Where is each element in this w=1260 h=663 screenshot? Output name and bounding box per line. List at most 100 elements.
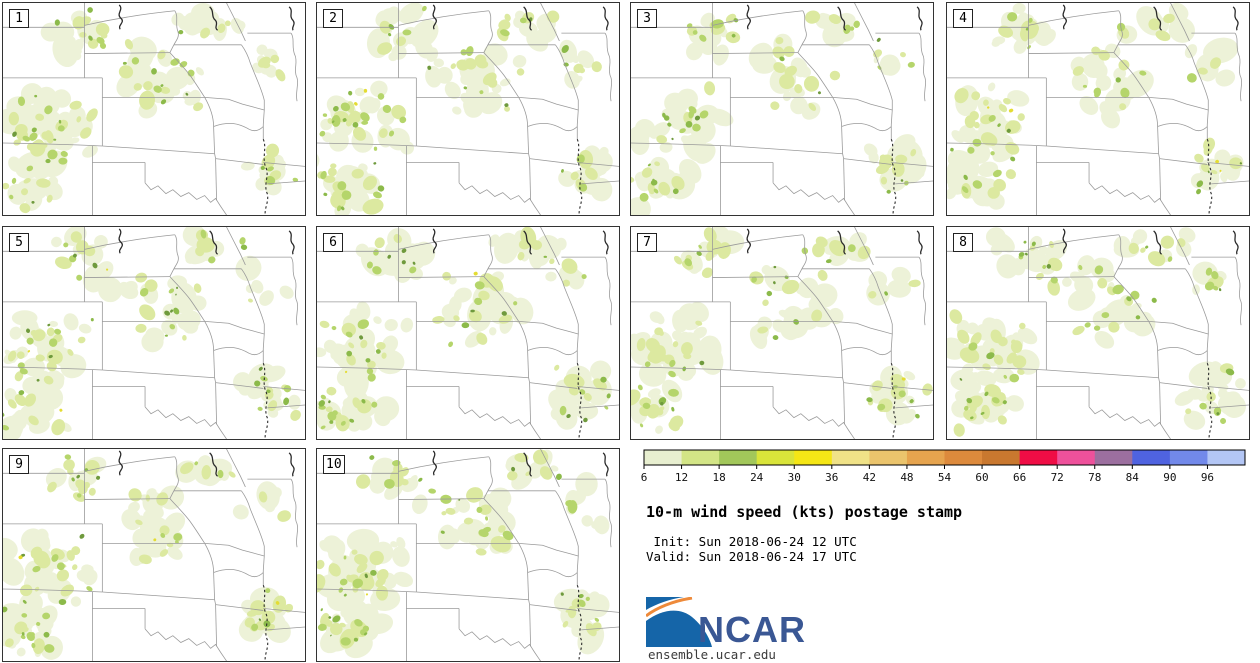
init-time: Init: Sun 2018-06-24 12 UTC xyxy=(646,534,857,549)
panel-number-label: 2 xyxy=(323,9,343,28)
map-member-5 xyxy=(3,227,305,439)
colorbar-tick-label: 30 xyxy=(788,471,801,484)
colorbar-segment xyxy=(681,450,720,465)
colorbar-segment xyxy=(831,450,870,465)
colorbar-svg: 6 12 18 24 30 36 42 48 54 60 66 72 78 84 90 96 xyxy=(641,449,1246,484)
river-features xyxy=(746,228,923,439)
wind-shading xyxy=(947,227,1246,437)
forecast-panel-10: 10 xyxy=(316,448,620,662)
colorbar-segment xyxy=(1207,450,1246,465)
wind-shading xyxy=(317,449,610,659)
valid-time: Valid: Sun 2018-06-24 17 UTC xyxy=(646,549,857,564)
ncar-logo-svg: NCAR xyxy=(645,596,806,650)
forecast-panel-7: 7 xyxy=(630,226,934,440)
colorbar-tick-label: 90 xyxy=(1163,471,1176,484)
river-features xyxy=(432,4,609,215)
wind-shading xyxy=(317,227,612,432)
colorbar-segment xyxy=(944,450,983,465)
panel-number-label: 7 xyxy=(637,233,657,252)
panel-number-label: 10 xyxy=(323,455,345,474)
river-features xyxy=(1062,228,1239,439)
panel-number-label: 6 xyxy=(323,233,343,252)
state-borders xyxy=(3,227,305,439)
colorbar-segment xyxy=(1094,450,1133,465)
map-member-3 xyxy=(631,3,933,215)
colorbar-segment xyxy=(794,450,833,465)
river-features xyxy=(432,228,609,439)
river-features xyxy=(118,450,295,661)
colorbar-tick-label: 36 xyxy=(825,471,838,484)
map-member-10 xyxy=(317,449,619,661)
colorbar-tick-label: 18 xyxy=(713,471,726,484)
colorbar-segment xyxy=(1169,450,1208,465)
wind-shading xyxy=(631,227,933,434)
colorbar-tick-label: 96 xyxy=(1201,471,1214,484)
time-info: Init: Sun 2018-06-24 12 UTC Valid: Sun 2… xyxy=(646,534,857,564)
colorbar-tick-label: 84 xyxy=(1126,471,1140,484)
forecast-panel-9: 9 xyxy=(2,448,306,662)
ncar-logo: NCAR xyxy=(645,596,846,650)
map-member-4 xyxy=(947,3,1249,215)
colorbar-tick-label: 6 xyxy=(641,471,648,484)
wind-shading xyxy=(631,10,927,215)
wind-shading xyxy=(3,454,294,660)
colorbar-tick-label: 66 xyxy=(1013,471,1026,484)
colorbar-tick-label: 24 xyxy=(750,471,764,484)
state-borders xyxy=(317,3,619,215)
forecast-panel-8: 8 xyxy=(946,226,1250,440)
wind-shading xyxy=(3,227,301,439)
panel-number-label: 9 xyxy=(9,455,29,474)
state-borders xyxy=(631,227,933,439)
colorbar-tick-label: 78 xyxy=(1088,471,1101,484)
ensemble-url: ensemble.ucar.edu xyxy=(648,647,776,662)
river-features xyxy=(432,450,609,661)
panel-number-label: 3 xyxy=(637,9,657,28)
ncar-logo-swoosh-icon xyxy=(645,596,712,647)
colorbar-tick-label: 12 xyxy=(675,471,688,484)
river-features xyxy=(746,4,923,215)
river-features xyxy=(118,228,295,439)
colorbar-segment xyxy=(756,450,795,465)
state-borders xyxy=(3,449,305,661)
panel-number-label: 1 xyxy=(9,9,29,28)
colorbar-tick-label: 72 xyxy=(1051,471,1064,484)
colorbar-segment xyxy=(906,450,945,465)
colorbar-tick-label: 42 xyxy=(863,471,876,484)
map-member-7 xyxy=(631,227,933,439)
forecast-panel-5: 5 xyxy=(2,226,306,440)
state-borders xyxy=(317,227,619,439)
colorbar: 6 12 18 24 30 36 42 48 54 60 66 72 78 84 90 96 xyxy=(641,449,1254,484)
forecast-panel-6: 6 xyxy=(316,226,620,440)
map-member-1 xyxy=(3,3,305,215)
panel-number-label: 4 xyxy=(953,9,973,28)
panel-number-label: 5 xyxy=(9,233,29,252)
forecast-panel-1: 1 xyxy=(2,2,306,216)
colorbar-segment xyxy=(1019,450,1058,465)
map-member-6 xyxy=(317,227,619,439)
panel-number-label: 8 xyxy=(953,233,973,252)
colorbar-segment xyxy=(644,450,683,465)
colorbar-segment xyxy=(719,450,758,465)
map-member-8 xyxy=(947,227,1249,439)
river-features xyxy=(1062,4,1239,215)
wind-shading xyxy=(3,3,299,214)
wind-shading xyxy=(317,3,613,215)
river-features xyxy=(118,4,295,215)
colorbar-segment xyxy=(1057,450,1096,465)
ncar-logo-text: NCAR xyxy=(698,609,806,647)
colorbar-segment xyxy=(982,450,1021,465)
forecast-panel-3: 3 xyxy=(630,2,934,216)
map-member-2 xyxy=(317,3,619,215)
forecast-panel-2: 2 xyxy=(316,2,620,216)
state-borders xyxy=(947,3,1249,215)
colorbar-tick-label: 60 xyxy=(975,471,988,484)
wind-shading xyxy=(947,3,1244,210)
colorbar-segment xyxy=(869,450,908,465)
forecast-panel-4: 4 xyxy=(946,2,1250,216)
plot-title: 10-m wind speed (kts) postage stamp xyxy=(646,503,963,521)
state-borders xyxy=(317,449,619,661)
colorbar-tick-label: 48 xyxy=(900,471,913,484)
colorbar-tick-label: 54 xyxy=(938,471,952,484)
colorbar-segment xyxy=(1132,450,1171,465)
